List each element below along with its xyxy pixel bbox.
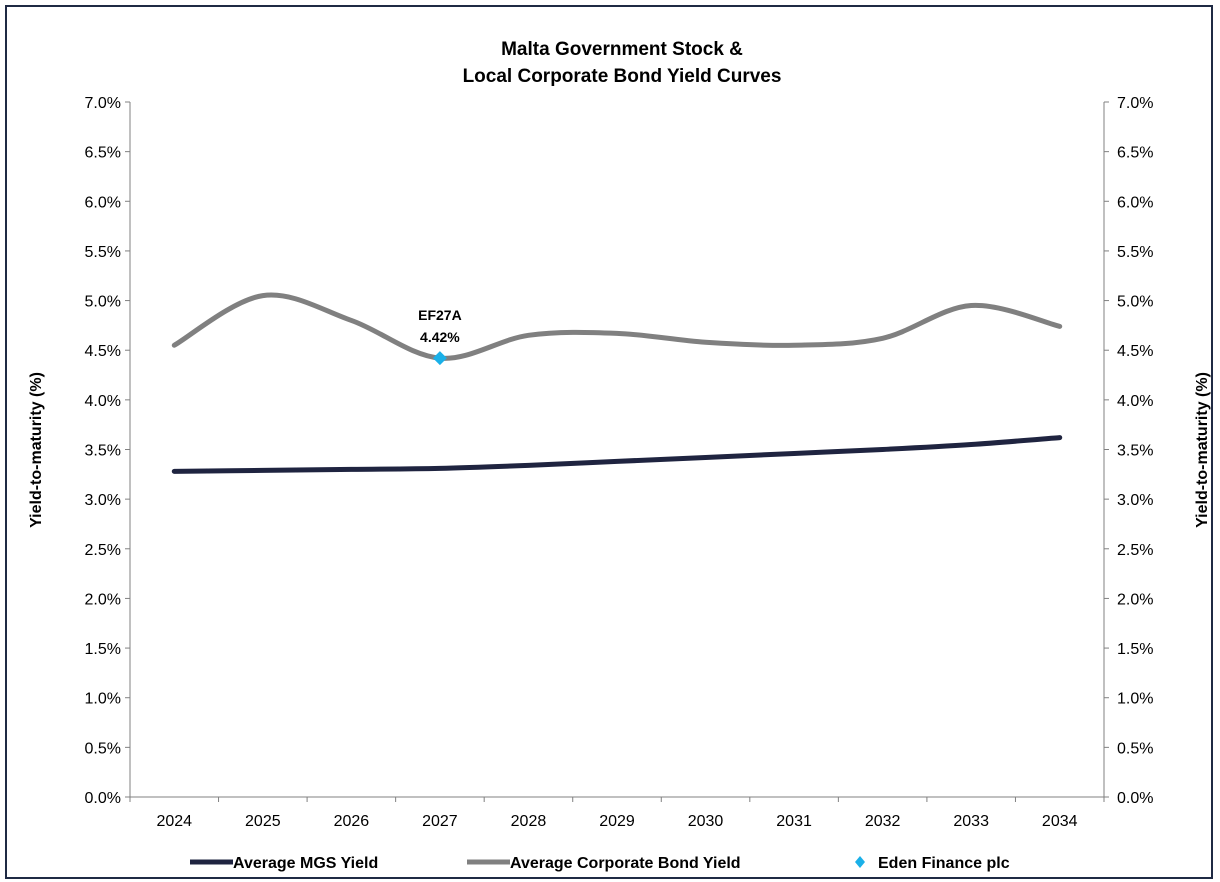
left-y-tick-label: 7.0% [85,95,121,112]
left-y-tick-label: 0.5% [85,740,121,757]
left-y-tick-label: 2.0% [85,591,121,608]
right-y-tick-label: 0.0% [1117,790,1153,807]
corporate-bond-yield-line [171,292,1063,361]
x-tick-label: 2032 [865,813,901,830]
series-point [1059,437,1060,438]
left-y-tick-label: 2.5% [85,542,121,559]
right-y-tick-label: 1.0% [1117,691,1153,708]
left-y-ticks: 0.0% 0.5% 1.0% 1.5% 2.0% 2.5% 3.0% 3.5% 4.0% 4.5%… [85,95,130,807]
mgs-yield-line [171,435,1063,474]
right-y-tick-label: 3.5% [1117,443,1153,460]
legend-label-eden: Eden Finance plc [878,855,1010,872]
yield-curve-chart: Malta Government Stock & Local Corporate… [28,39,1211,872]
x-tick-label: 2028 [511,813,547,830]
chart-title-line-2: Local Corporate Bond Yield Curves [463,66,782,87]
right-y-tick-label: 5.5% [1117,244,1153,261]
left-y-axis-title: Yield-to-maturity (%) [28,372,45,528]
series-point [439,468,440,469]
series-point [882,449,883,450]
series-point [528,465,529,466]
left-y-tick-label: 4.0% [85,393,121,410]
right-y-tick-label: 2.0% [1117,591,1153,608]
x-ticks: 2024 2025 2026 2027 2028 2029 2030 2031 2032 2033… [129,797,1105,830]
series-point [705,457,706,458]
series-point [262,470,263,471]
right-y-tick-label: 4.0% [1117,393,1153,410]
x-tick-label: 2031 [776,813,812,830]
x-tick-label: 2033 [953,813,989,830]
left-y-tick-label: 1.5% [85,641,121,658]
right-y-tick-label: 7.0% [1117,95,1153,112]
series-point [174,345,175,346]
series-point [882,338,883,339]
series-point [794,453,795,454]
series-layer: EF27A 4.42% [171,292,1063,474]
right-y-tick-label: 3.0% [1117,492,1153,509]
left-y-tick-label: 5.0% [85,294,121,311]
right-y-tick-label: 2.5% [1117,542,1153,559]
left-y-tick-label: 6.5% [85,145,121,162]
series-point [617,461,618,462]
legend-marker-eden-diamond-icon [855,856,865,868]
x-tick-label: 2027 [422,813,458,830]
series-point [174,471,175,472]
eden-finance-label-code: EF27A [418,307,462,323]
x-tick-label: 2026 [334,813,370,830]
series-point [794,345,795,346]
chart-frame: Malta Government Stock & Local Corporate… [5,5,1213,879]
right-y-tick-label: 1.5% [1117,641,1153,658]
right-y-tick-label: 5.0% [1117,294,1153,311]
left-y-tick-label: 3.0% [85,492,121,509]
right-y-ticks: 0.0% 0.5% 1.0% 1.5% 2.0% 2.5% 3.0% 3.5% 4.0% 4.5%… [1104,95,1153,807]
left-y-tick-label: 6.0% [85,194,121,211]
right-y-axis-title: Yield-to-maturity (%) [1194,372,1211,528]
left-y-tick-label: 3.5% [85,443,121,460]
left-y-tick-label: 5.5% [85,244,121,261]
series-point [351,469,352,470]
left-y-tick-label: 1.0% [85,691,121,708]
eden-finance-label-value: 4.42% [420,329,460,345]
series-point [705,342,706,343]
right-y-tick-label: 6.0% [1117,194,1153,211]
right-y-tick-label: 0.5% [1117,740,1153,757]
series-point [528,335,529,336]
legend: Average MGS Yield Average Corporate Bond… [190,855,1010,872]
left-y-tick-label: 0.0% [85,790,121,807]
x-tick-label: 2030 [688,813,724,830]
chart-title-line-1: Malta Government Stock & [501,39,743,60]
eden-finance-diamond-marker [432,351,447,366]
legend-label-mgs: Average MGS Yield [233,855,378,872]
right-y-tick-label: 4.5% [1117,343,1153,360]
left-y-tick-label: 4.5% [85,343,121,360]
series-point [617,333,618,334]
series-point [262,295,263,296]
legend-label-corporate: Average Corporate Bond Yield [510,855,741,872]
series-point [1059,326,1060,327]
x-tick-label: 2025 [245,813,281,830]
x-tick-label: 2029 [599,813,635,830]
right-y-tick-label: 6.5% [1117,145,1153,162]
series-point [971,305,972,306]
x-tick-label: 2034 [1042,813,1078,830]
x-tick-label: 2024 [156,813,192,830]
series-point [971,444,972,445]
series-point [351,320,352,321]
